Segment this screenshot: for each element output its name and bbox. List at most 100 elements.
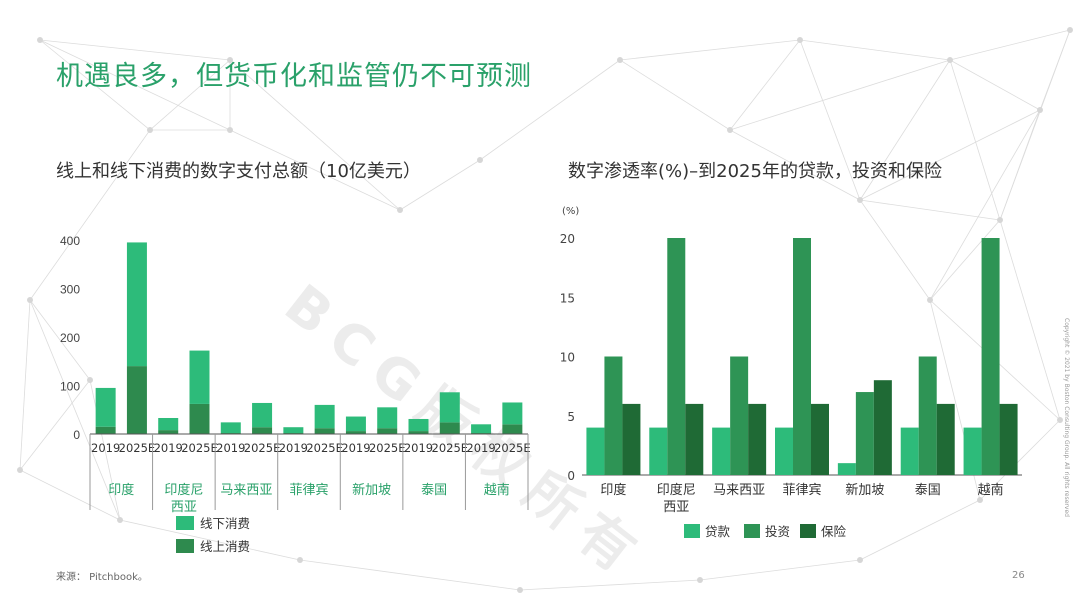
network-lines [19, 29, 1071, 591]
network-line [229, 129, 401, 211]
network-node [27, 297, 33, 303]
group-label: 泰国 [421, 483, 447, 498]
y-tick-label: 0 [567, 469, 575, 483]
network-node [977, 497, 983, 503]
x-tick-label: 2019 [466, 441, 495, 455]
bar-online-segment [377, 428, 398, 434]
payments-stacked-bar-chart: 010020030040020192025E20192025E20192025E… [60, 234, 531, 554]
bar-online-segment [95, 426, 116, 434]
network-line [39, 39, 231, 131]
x-tick-label: 2025E [369, 441, 406, 455]
bar-offline-segment [408, 418, 429, 432]
network-line [19, 469, 121, 521]
bar-investment [730, 356, 749, 475]
bar-investment [604, 356, 623, 475]
y-tick-label: 400 [60, 234, 80, 248]
network-line [949, 59, 1041, 111]
network-line [699, 559, 861, 581]
x-tick-label: 2019 [404, 441, 433, 455]
legend-swatch [684, 524, 700, 538]
y-tick-label: 200 [60, 331, 80, 345]
network-node [517, 587, 523, 593]
legend-label: 线下消费 [200, 516, 250, 531]
network-line [39, 39, 151, 131]
category-label: 西亚 [663, 500, 689, 515]
legend-label: 线上消费 [200, 539, 250, 554]
network-line [859, 59, 951, 201]
group-label: 马来西亚 [220, 483, 272, 498]
legend-swatch [176, 516, 194, 530]
bar-online-segment [252, 427, 273, 434]
bar-insurance [748, 403, 767, 475]
network-line [19, 299, 31, 471]
x-tick-label: 2019 [341, 441, 370, 455]
bar-insurance [936, 403, 955, 475]
bar-investment [918, 356, 937, 475]
network-line [859, 499, 981, 561]
bar-offline-segment [189, 350, 210, 404]
bar-insurance [999, 403, 1018, 475]
group-label: 印度尼 [164, 482, 203, 498]
network-line [119, 519, 301, 561]
y-tick-label: 5 [567, 410, 575, 424]
y-tick-label: 0 [73, 428, 80, 442]
copyright-notice: Copyright © 2021 by Boston Consulting Gr… [1063, 318, 1070, 517]
y-tick-label: 15 [560, 291, 575, 305]
network-node [37, 37, 43, 43]
network-line [979, 419, 1061, 501]
category-label: 越南 [978, 482, 1004, 498]
legend-label: 投资 [765, 524, 790, 539]
network-line [999, 29, 1071, 221]
network-line [479, 59, 621, 161]
network-line [29, 129, 151, 301]
network-line [39, 39, 231, 61]
legend-label: 贷款 [705, 524, 731, 539]
network-line [949, 29, 1071, 61]
bar-offline-segment [220, 422, 241, 434]
network-node [87, 377, 93, 383]
category-label: 泰国 [915, 483, 941, 498]
bar-offline-segment [345, 416, 366, 432]
network-line [929, 109, 1041, 301]
network-line [859, 109, 1041, 201]
network-node [147, 127, 153, 133]
page-number: 26 [1012, 570, 1025, 581]
network-node [697, 577, 703, 583]
x-tick-label: 2025E [181, 441, 218, 455]
network-node [857, 197, 863, 203]
network-line [729, 39, 801, 131]
bar-online-segment [439, 422, 460, 434]
network-node [857, 557, 863, 563]
network-node [297, 557, 303, 563]
group-label: 印度 [108, 482, 134, 498]
network-line [19, 379, 91, 471]
legend-swatch [176, 539, 194, 553]
bar-online-segment [314, 428, 335, 434]
network-node [477, 157, 483, 163]
network-line [729, 129, 861, 201]
network-node [927, 297, 933, 303]
bar-offline-segment [502, 402, 523, 425]
group-label: 新加坡 [352, 482, 391, 498]
network-node [727, 127, 733, 133]
bar-online-segment [345, 431, 366, 434]
category-label: 马来西亚 [713, 483, 765, 498]
category-label: 印度 [600, 482, 626, 498]
right-chart-title: 数字渗透率(%)–到2025年的贷款，投资和保险 [568, 161, 942, 182]
bar-online-segment [126, 366, 147, 434]
network-node [227, 127, 233, 133]
source-note: 来源： Pitchbook。 [56, 572, 148, 583]
network-node [997, 217, 1003, 223]
bar-loan [712, 427, 731, 475]
network-node [397, 207, 403, 213]
x-tick-label: 2019 [279, 441, 308, 455]
bar-offline-segment [283, 427, 304, 434]
network-node [227, 57, 233, 63]
bar-offline-segment [252, 402, 273, 428]
x-tick-label: 2019 [154, 441, 183, 455]
network-line [619, 39, 801, 61]
network-line [299, 559, 521, 591]
bar-offline-segment [126, 242, 147, 367]
